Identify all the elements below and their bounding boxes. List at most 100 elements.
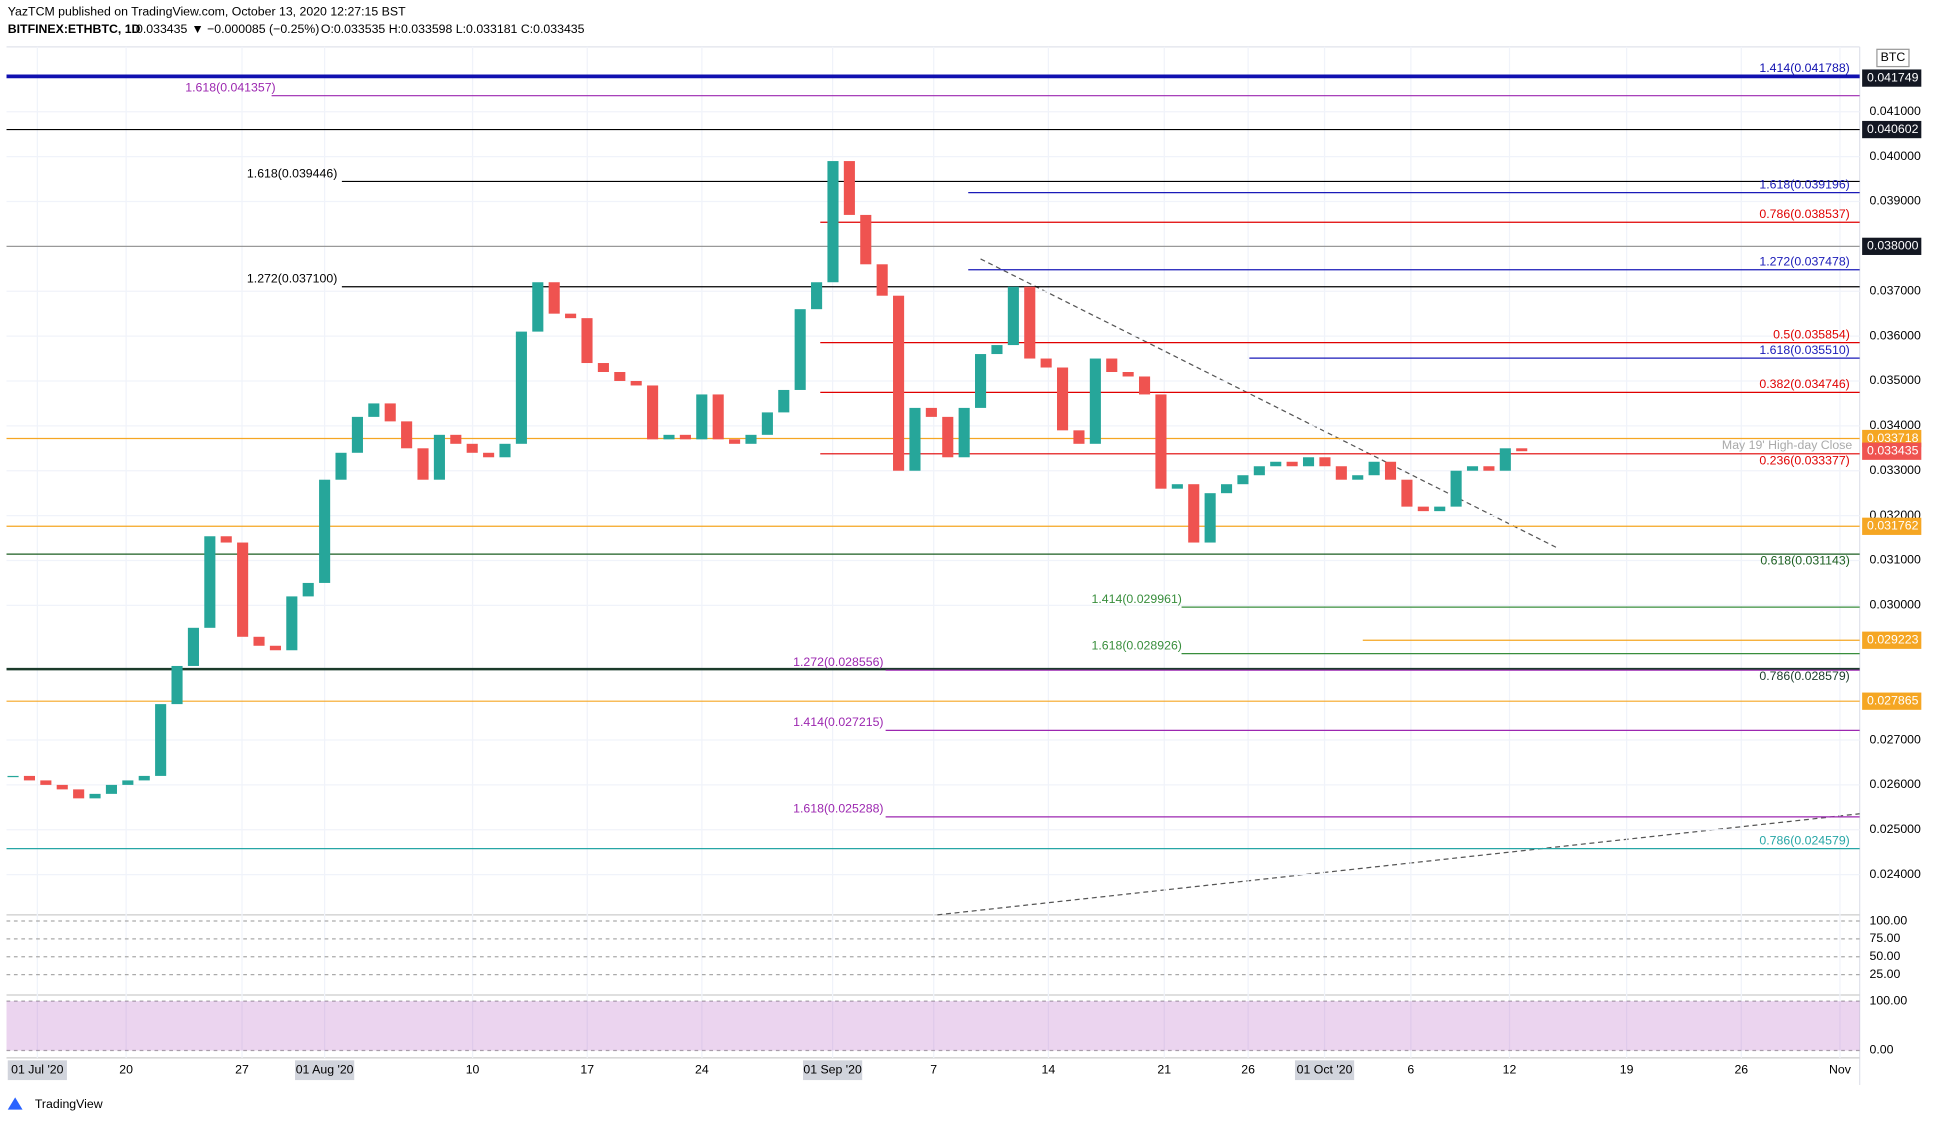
candle — [319, 479, 331, 583]
level-label: 0.786(0.028579) — [1759, 669, 1849, 683]
symbol: BITFINEX:ETHBTC, 1D — [8, 22, 141, 36]
x-tick-label: Nov — [1829, 1062, 1852, 1076]
price-box — [1862, 442, 1922, 460]
currency-box — [1876, 48, 1910, 68]
candle — [679, 434, 691, 440]
y-tick-label: 0.037000 — [1870, 283, 1922, 297]
x-tick-label: 21 — [1157, 1062, 1171, 1076]
candle — [1319, 457, 1331, 467]
candle — [433, 434, 445, 480]
candle — [1106, 358, 1118, 373]
level-label: 1.272(0.037478) — [1759, 255, 1849, 269]
candle — [581, 318, 593, 364]
candle — [696, 394, 708, 440]
y-tick-label: 0.026000 — [1870, 777, 1922, 791]
candle — [1171, 484, 1183, 489]
y-tick-label: 100.00 — [1870, 913, 1908, 927]
x-tick-label: 20 — [119, 1062, 133, 1076]
logo-icon — [7, 1097, 23, 1110]
candle — [827, 161, 839, 283]
candle — [1204, 493, 1216, 543]
candle — [335, 452, 347, 480]
logo: TradingView — [35, 1097, 103, 1111]
candle — [7, 775, 19, 778]
price-box — [1862, 517, 1922, 535]
y-tick-label: 0.040000 — [1870, 149, 1922, 163]
candle — [1499, 448, 1511, 471]
candle — [565, 313, 577, 319]
candle — [499, 443, 511, 458]
y-tick-label: 0.030000 — [1870, 598, 1922, 612]
x-tick-label: 19 — [1620, 1062, 1634, 1076]
level-label: 1.618(0.041357) — [185, 81, 275, 95]
time-box — [7, 1060, 67, 1081]
price-box — [1862, 631, 1922, 649]
candle — [73, 789, 85, 799]
candle — [1073, 430, 1085, 444]
y-tick-label: 0.00 — [1870, 1043, 1894, 1057]
candle — [876, 264, 888, 296]
level-label: 1.618(0.035510) — [1759, 343, 1849, 357]
candle — [893, 295, 905, 471]
level-label: 0.786(0.038537) — [1759, 207, 1849, 221]
candle — [1335, 466, 1347, 480]
price-box-label: 0.033435 — [1867, 443, 1919, 457]
candle — [351, 416, 363, 453]
candle — [1401, 479, 1413, 507]
candle — [1417, 506, 1429, 512]
y-tick-label: 0.041000 — [1870, 104, 1922, 118]
candle — [204, 536, 216, 628]
level-label: 1.414(0.041788) — [1759, 61, 1849, 75]
y-tick-label: 25.00 — [1870, 967, 1901, 981]
x-tick-label: 14 — [1042, 1062, 1056, 1076]
candle — [483, 452, 495, 458]
x-tick-label: 26 — [1241, 1062, 1255, 1076]
price-box-label: 0.031762 — [1867, 519, 1919, 533]
candle — [1270, 461, 1282, 467]
price-box-label: 0.041749 — [1867, 70, 1919, 84]
price-box — [1862, 120, 1922, 139]
level-label: 1.618(0.039446) — [247, 166, 337, 180]
price-box-label: 0.027865 — [1867, 693, 1919, 707]
candle — [220, 536, 232, 543]
candle — [597, 363, 609, 373]
candle — [1516, 448, 1528, 452]
candle — [630, 380, 642, 386]
y-tick-label: 0.024000 — [1870, 867, 1922, 881]
candle — [450, 434, 462, 444]
level-label: 0.236(0.033377) — [1759, 453, 1849, 467]
x-tick-label: 26 — [1734, 1062, 1748, 1076]
price-box-label: 0.029223 — [1867, 632, 1919, 646]
level-label: May 19' High-day Close — [1722, 438, 1852, 452]
candle — [1237, 475, 1249, 485]
candle — [1286, 461, 1298, 467]
y-tick-label: 0.027000 — [1870, 732, 1922, 746]
x-tick-label: 6 — [1407, 1062, 1414, 1076]
candle — [1188, 484, 1200, 543]
candle — [712, 394, 724, 440]
level-label: 1.618(0.028926) — [1092, 638, 1182, 652]
level-label: 1.414(0.029961) — [1092, 592, 1182, 606]
candle — [515, 331, 527, 444]
candle — [155, 704, 167, 776]
time-box — [295, 1060, 355, 1081]
candle — [187, 627, 199, 666]
price-box — [1862, 69, 1922, 87]
price-box — [1862, 692, 1922, 710]
y-tick-label: 0.025000 — [1870, 822, 1922, 836]
candle — [1089, 358, 1101, 444]
candle — [253, 636, 265, 646]
level-label: 0.618(0.031143) — [1760, 554, 1849, 568]
level-label: 1.272(0.037100) — [247, 272, 337, 286]
candle — [991, 345, 1003, 355]
x-tick-label: 17 — [580, 1062, 594, 1076]
candle — [1122, 372, 1134, 377]
level-label: 0.5(0.035854) — [1773, 328, 1850, 342]
level-label: 1.414(0.027215) — [793, 715, 883, 729]
candle — [56, 784, 68, 790]
time-box — [1294, 1060, 1355, 1081]
y-tick-label: 100.00 — [1870, 993, 1908, 1007]
candle — [909, 407, 921, 471]
candle — [778, 389, 790, 413]
change: ▼ −0.000085 (−0.25%) — [191, 22, 319, 36]
